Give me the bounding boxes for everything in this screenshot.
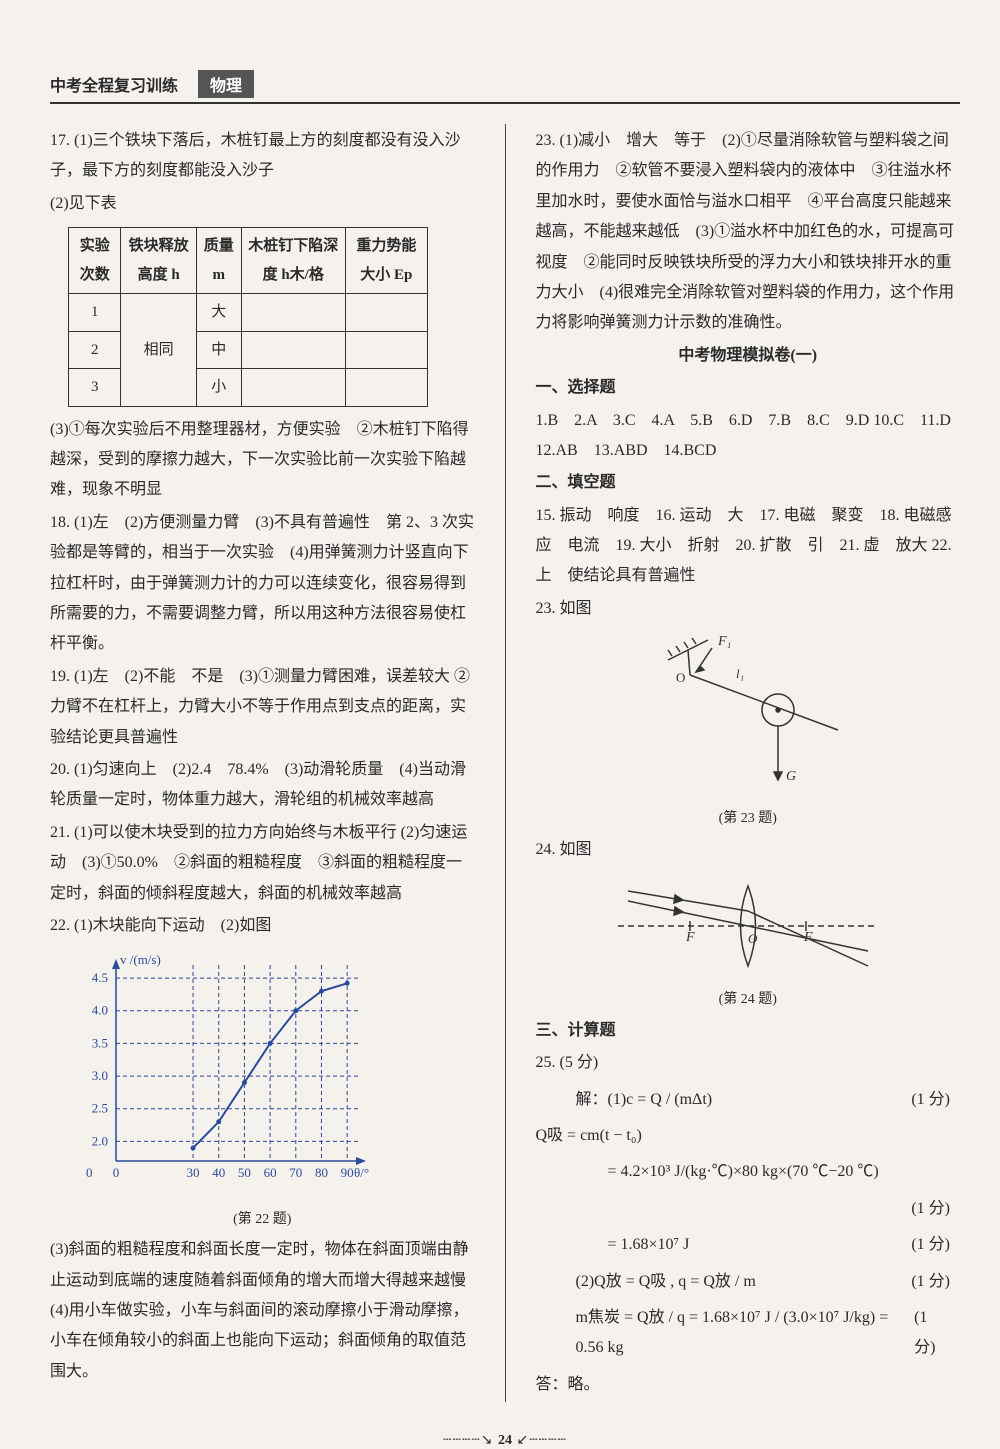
q22-chart-svg: 0 30 40 50 60 70 80 90 2.0 2.5 3.0 3.5 4.0 4.5 v /(m/s…	[70, 951, 370, 1191]
th: 质量 m	[196, 228, 241, 294]
th: 实验次数	[69, 228, 121, 294]
td	[345, 294, 427, 332]
score: (1 分)	[911, 1230, 950, 1260]
svg-text:F₁: F₁	[717, 634, 731, 649]
header-subject: 物理	[198, 70, 254, 98]
q22-caption: (第 22 题)	[50, 1207, 475, 1234]
q25-l6: m焦炭 = Q放 / q = 1.68×10⁷ J / (3.0×10⁷ J/k…	[576, 1303, 915, 1364]
q23fig-caption: (第 23 题)	[536, 806, 961, 833]
svg-text:2.0: 2.0	[92, 1134, 108, 1149]
sec3-title: 三、计算题	[536, 1016, 961, 1046]
header-title: 中考全程复习训练	[50, 72, 178, 96]
q21: 21. (1)可以使木块受到的拉力方向始终与木板平行 (2)匀速运动 (3)①5…	[50, 818, 475, 909]
th: 铁块释放高度 h	[121, 228, 196, 294]
content-columns: 17. (1)三个铁块下落后，木桩钉最上方的刻度都没有没入沙子，最下方的刻度都能…	[50, 124, 960, 1402]
td: 相同	[121, 294, 196, 407]
exam-title: 中考物理模拟卷(一)	[536, 341, 961, 371]
sec1-title: 一、选择题	[536, 373, 961, 403]
q22-chart: 0 30 40 50 60 70 80 90 2.0 2.5 3.0 3.5 4.0 4.5 v /(m/s…	[70, 951, 475, 1202]
score: (1 分)	[914, 1303, 950, 1364]
td	[345, 331, 427, 369]
svg-text:90: 90	[341, 1165, 354, 1180]
page-num-value: 24	[498, 1433, 512, 1448]
svg-text:F: F	[685, 930, 695, 945]
q25-head: 25. (5 分)	[536, 1048, 961, 1078]
column-divider	[505, 124, 506, 1402]
sec1-body: 1.B 2.A 3.C 4.A 5.B 6.D 7.B 8.C 9.D 10.C…	[536, 406, 961, 467]
th: 木桩钉下陷深度 h木/格	[241, 228, 345, 294]
svg-text:O: O	[748, 931, 758, 946]
svg-text:70: 70	[289, 1165, 302, 1180]
q25-l3: = 4.2×10³ J/(kg·℃)×80 kg×(70 ℃−20 ℃)	[576, 1157, 879, 1187]
svg-text:3.0: 3.0	[92, 1068, 108, 1083]
page-header: 中考全程复习训练 物理	[50, 70, 960, 104]
td: 3	[69, 369, 121, 407]
left-column: 17. (1)三个铁块下落后，木桩钉最上方的刻度都没有没入沙子，最下方的刻度都能…	[50, 124, 475, 1402]
sec2-body: 15. 振动 响度 16. 运动 大 17. 电磁 聚变 18. 电磁感应 电流…	[536, 501, 961, 592]
svg-text:O: O	[676, 670, 685, 685]
svg-text:30: 30	[187, 1165, 200, 1180]
q25-l5: (2)Q放 = Q吸 , q = Q放 / m	[576, 1267, 756, 1297]
score: (1 分)	[911, 1267, 950, 1297]
svg-text:50: 50	[238, 1165, 251, 1180]
q24fig-caption: (第 24 题)	[536, 987, 961, 1014]
score: (1 分)	[911, 1085, 950, 1115]
sec2-title: 二、填空题	[536, 468, 961, 498]
q25-l2: Q吸 = cm(t − t₀)	[536, 1121, 961, 1151]
q25-l4: = 1.68×10⁷ J	[576, 1230, 690, 1260]
q19: 19. (1)左 (2)不能 不是 (3)①测量力臂困难，误差较大 ②力臂不在杠…	[50, 662, 475, 753]
svg-text:4.5: 4.5	[92, 970, 108, 985]
q22-l2: (3)斜面的粗糙程度和斜面长度一定时，物体在斜面顶端由静止运动到底端的速度随着斜…	[50, 1235, 475, 1387]
svg-text:0: 0	[86, 1165, 93, 1180]
td: 小	[196, 369, 241, 407]
q25-l1: 解：(1)c = Q / (mΔt)	[576, 1085, 713, 1115]
right-column: 23. (1)减小 增大 等于 (2)①尽量消除软管与塑料袋之间的作用力 ②软管…	[536, 124, 961, 1402]
td: 大	[196, 294, 241, 332]
page-number: ┄┄┄┄↘ 24 ↙┄┄┄┄	[50, 1432, 960, 1449]
td: 2	[69, 331, 121, 369]
q25-ans: 答：略。	[536, 1370, 961, 1400]
q22-l1: 22. (1)木块能向下运动 (2)如图	[50, 911, 475, 941]
q17-table: 实验次数 铁块释放高度 h 质量 m 木桩钉下陷深度 h木/格 重力势能大小 E…	[68, 227, 428, 407]
svg-text:θ/°: θ/°	[354, 1165, 369, 1180]
td	[241, 369, 345, 407]
q18: 18. (1)左 (2)方便测量力臂 (3)不具有普遍性 第 2、3 次实验都是…	[50, 508, 475, 660]
th: 重力势能大小 Ep	[345, 228, 427, 294]
q17-line1: 17. (1)三个铁块下落后，木桩钉最上方的刻度都没有没入沙子，最下方的刻度都能…	[50, 126, 475, 187]
svg-text:2.5: 2.5	[92, 1101, 108, 1116]
svg-text:G: G	[786, 769, 796, 784]
svg-text:0: 0	[113, 1165, 120, 1180]
svg-text:l₁: l₁	[736, 666, 744, 681]
svg-text:40: 40	[212, 1165, 225, 1180]
td	[241, 331, 345, 369]
svg-text:4.0: 4.0	[92, 1003, 108, 1018]
q24fig-label: 24. 如图	[536, 835, 961, 865]
score: (1 分)	[911, 1194, 950, 1224]
q24-figure: F O F	[608, 871, 888, 981]
td: 1	[69, 294, 121, 332]
td: 中	[196, 331, 241, 369]
svg-text:v /(m/s): v /(m/s)	[120, 952, 161, 967]
q20: 20. (1)匀速向上 (2)2.4 78.4% (3)动滑轮质量 (4)当动滑…	[50, 755, 475, 816]
q17-line3: (3)①每次实验后不用整理器材，方便实验 ②木桩钉下陷得越深，受到的摩擦力越大，…	[50, 415, 475, 506]
q17-line2: (2)见下表	[50, 189, 475, 219]
td	[241, 294, 345, 332]
svg-text:60: 60	[264, 1165, 277, 1180]
td	[345, 369, 427, 407]
q23fig-label: 23. 如图	[536, 594, 961, 624]
svg-text:80: 80	[315, 1165, 328, 1180]
q23: 23. (1)减小 增大 等于 (2)①尽量消除软管与塑料袋之间的作用力 ②软管…	[536, 126, 961, 339]
q23-figure: O F₁ l₁ G	[638, 630, 858, 800]
svg-text:3.5: 3.5	[92, 1036, 108, 1051]
